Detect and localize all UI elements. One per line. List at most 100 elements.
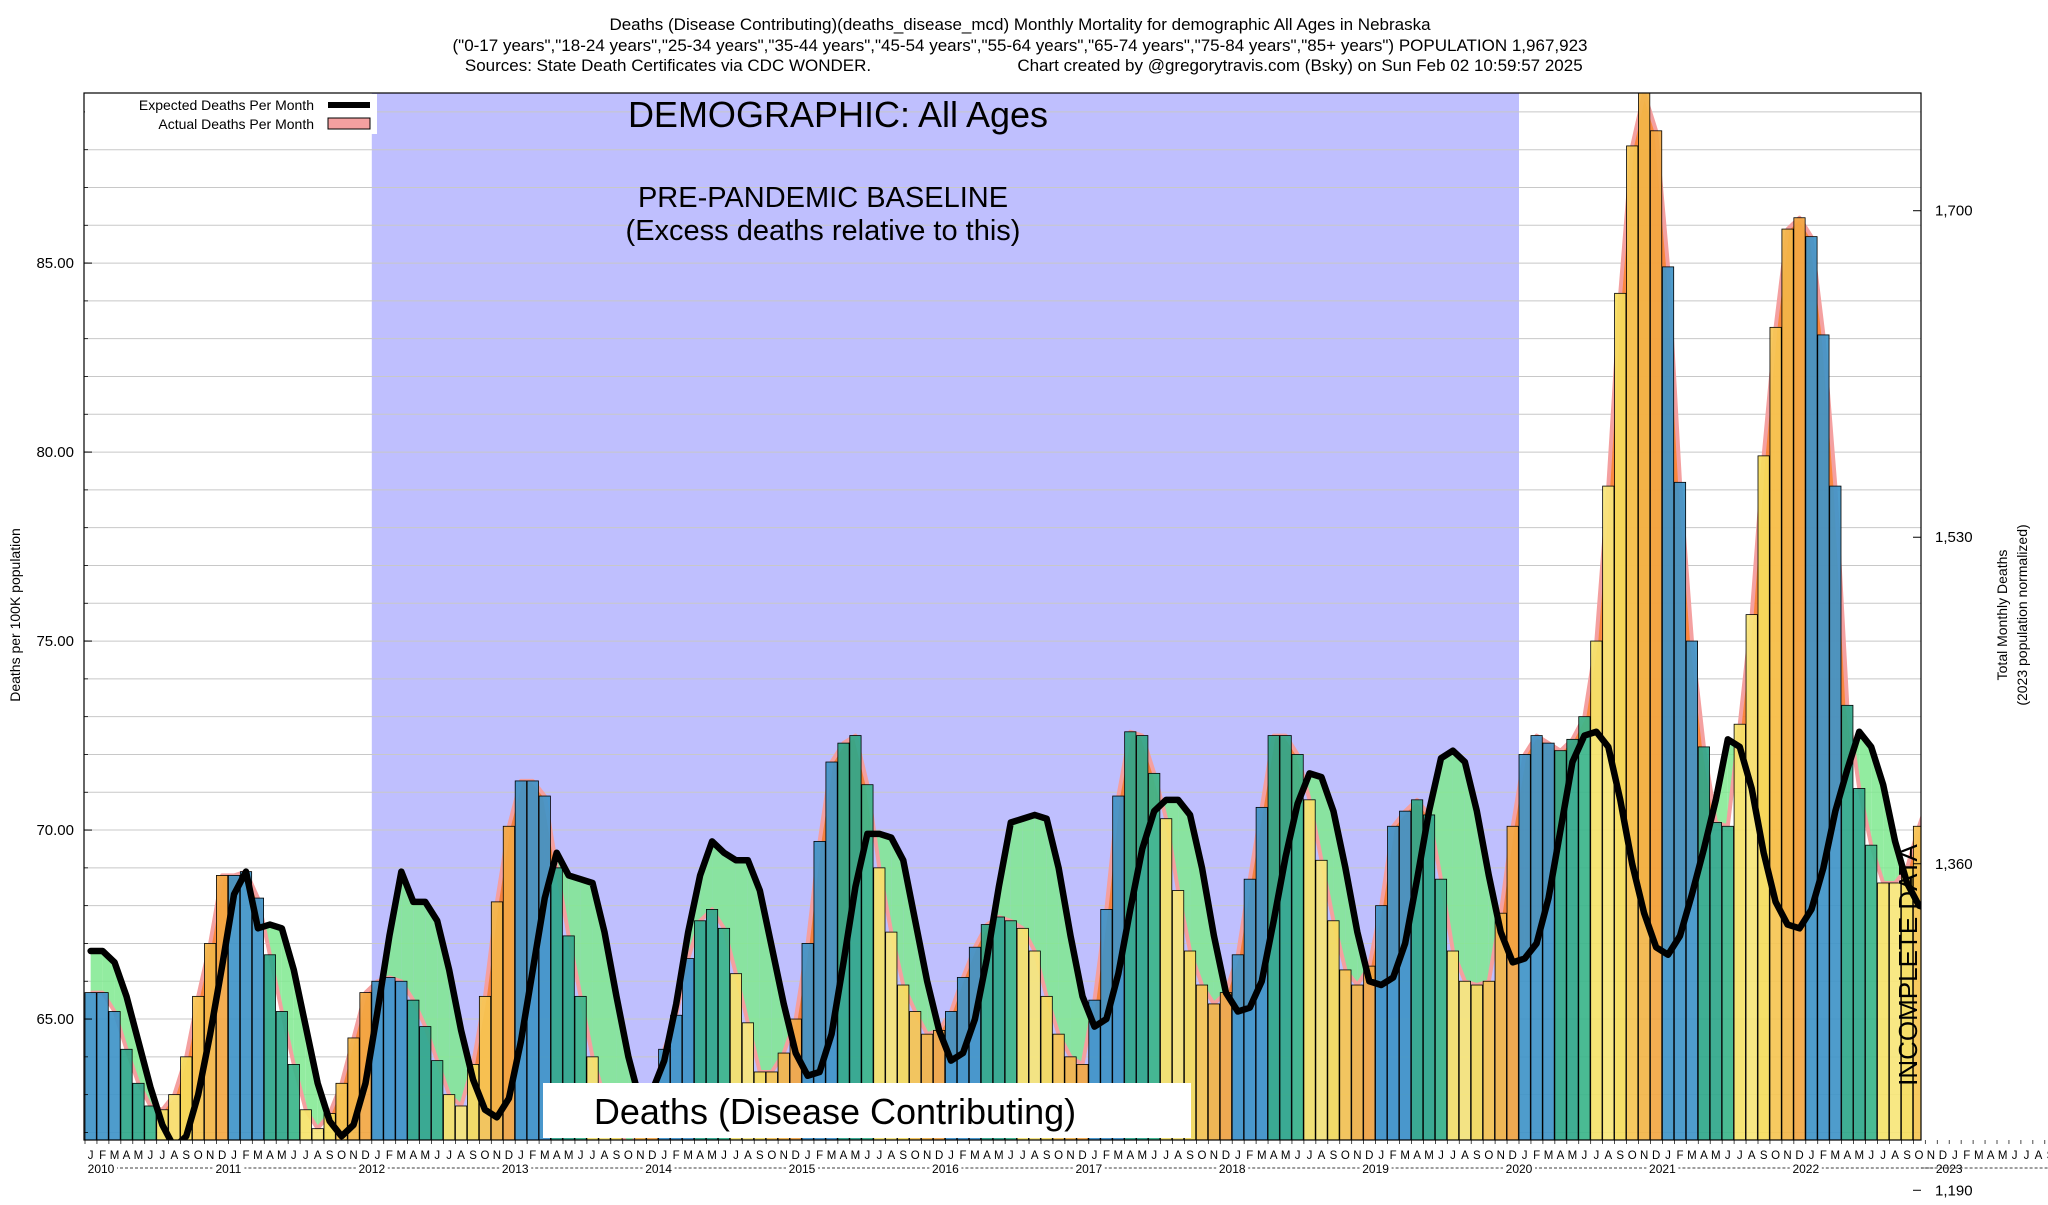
bar-2021-5 bbox=[1710, 822, 1721, 1140]
excess-fill bbox=[1931, 686, 1943, 909]
month-label: A bbox=[601, 1150, 609, 1162]
bar-2020-8 bbox=[1603, 486, 1614, 1140]
year-label: 2020 bbox=[1506, 1162, 1533, 1176]
excess-fill bbox=[1955, 588, 1967, 856]
month-label: A bbox=[983, 1150, 991, 1162]
month-label: F bbox=[816, 1150, 823, 1162]
legend-expected-label: Expected Deaths Per Month bbox=[139, 97, 314, 113]
chart-title-line2: ("0-17 years","18-24 years","25-34 years… bbox=[453, 36, 1588, 55]
month-label: J bbox=[1522, 1150, 1528, 1162]
bar-2010-2 bbox=[97, 993, 108, 1140]
month-label: M bbox=[1281, 1150, 1291, 1162]
bar-2019-3 bbox=[1400, 811, 1411, 1140]
year-label: 2014 bbox=[645, 1162, 672, 1176]
chart-credit: Chart created by @gregorytravis.com (Bsk… bbox=[1017, 56, 1582, 75]
month-label: J bbox=[1438, 1150, 1444, 1162]
month-label: J bbox=[291, 1150, 297, 1162]
baseline-label-line2: (Excess deaths relative to this) bbox=[626, 215, 1021, 247]
bar-2021-7 bbox=[1734, 724, 1745, 1140]
month-label: M bbox=[564, 1150, 574, 1162]
month-label: M bbox=[1544, 1150, 1554, 1162]
month-label: S bbox=[1903, 1150, 1911, 1162]
bar-2023-8 bbox=[2033, 739, 2044, 1140]
month-label: J bbox=[1235, 1150, 1241, 1162]
month-label: M bbox=[1257, 1150, 1267, 1162]
month-label: M bbox=[827, 1150, 837, 1162]
bar-2010-12 bbox=[216, 875, 227, 1140]
month-label: A bbox=[1987, 1150, 1995, 1162]
month-label: S bbox=[756, 1150, 764, 1162]
bar-2011-6 bbox=[288, 1064, 299, 1140]
month-label: O bbox=[337, 1150, 346, 1162]
month-label: N bbox=[1927, 1150, 1935, 1162]
year-label: 2016 bbox=[932, 1162, 959, 1176]
chart-title-line1: Deaths (Disease Contributing)(deaths_dis… bbox=[609, 15, 1431, 34]
month-label: J bbox=[1450, 1150, 1456, 1162]
month-label: M bbox=[994, 1150, 1004, 1162]
month-label: S bbox=[1616, 1150, 1624, 1162]
y-axis-title: Deaths per 100K population bbox=[7, 528, 23, 702]
deficit-fill bbox=[91, 951, 103, 993]
month-label: J bbox=[434, 1150, 440, 1162]
bar-2012-7 bbox=[444, 1095, 455, 1140]
y2-tick-label: 1,530 bbox=[1935, 529, 1973, 546]
bar-2011-7 bbox=[300, 1110, 311, 1140]
month-label: N bbox=[1640, 1150, 1648, 1162]
month-label: J bbox=[1737, 1150, 1743, 1162]
bar-2020-7 bbox=[1591, 641, 1602, 1140]
month-label: F bbox=[1103, 1150, 1110, 1162]
bar-2023-7 bbox=[2021, 698, 2032, 1140]
bar-2022-1 bbox=[1806, 237, 1817, 1140]
month-label: O bbox=[1341, 1150, 1350, 1162]
month-label: N bbox=[1497, 1150, 1505, 1162]
month-label: M bbox=[1831, 1150, 1841, 1162]
month-label: M bbox=[1568, 1150, 1578, 1162]
bar-2011-8 bbox=[312, 1129, 323, 1140]
year-label: 2017 bbox=[1075, 1162, 1102, 1176]
month-label: D bbox=[1795, 1150, 1803, 1162]
y-tick-label: 80.00 bbox=[36, 444, 74, 461]
bar-2015-5 bbox=[850, 736, 861, 1140]
month-label: A bbox=[1557, 1150, 1565, 1162]
bar-2020-3 bbox=[1543, 743, 1554, 1140]
bar-2012-10 bbox=[479, 996, 490, 1140]
month-label: N bbox=[1210, 1150, 1218, 1162]
month-label: J bbox=[721, 1150, 727, 1162]
bar-2017-12 bbox=[1220, 993, 1231, 1140]
legend-actual-swatch bbox=[328, 118, 370, 129]
month-label: M bbox=[707, 1150, 717, 1162]
month-label: J bbox=[375, 1150, 381, 1162]
bar-2020-10 bbox=[1627, 146, 1638, 1140]
month-label: M bbox=[540, 1150, 550, 1162]
month-label: M bbox=[420, 1150, 430, 1162]
bar-2019-12 bbox=[1507, 826, 1518, 1140]
bar-2019-7 bbox=[1447, 951, 1458, 1140]
bar-2023-6 bbox=[2009, 645, 2020, 1140]
month-label: M bbox=[277, 1150, 287, 1162]
bar-2021-1 bbox=[1662, 267, 1673, 1140]
bar-2012-2 bbox=[384, 977, 395, 1140]
bar-2022-7 bbox=[1878, 883, 1889, 1140]
bar-2018-10 bbox=[1340, 970, 1351, 1140]
month-label: N bbox=[923, 1150, 931, 1162]
month-label: A bbox=[1461, 1150, 1469, 1162]
month-label: A bbox=[1126, 1150, 1134, 1162]
month-label: A bbox=[1700, 1150, 1708, 1162]
month-label: M bbox=[134, 1150, 144, 1162]
demographic-label: DEMOGRAPHIC: All Ages bbox=[628, 94, 1048, 135]
bar-2012-11 bbox=[491, 902, 502, 1140]
month-label: J bbox=[518, 1150, 524, 1162]
month-label: M bbox=[683, 1150, 693, 1162]
month-label: A bbox=[1843, 1150, 1851, 1162]
month-label: N bbox=[493, 1150, 501, 1162]
bar-2019-1 bbox=[1376, 906, 1387, 1140]
month-label: O bbox=[194, 1150, 203, 1162]
month-label: M bbox=[1400, 1150, 1410, 1162]
bar-2022-12 bbox=[1937, 686, 1948, 1140]
deficit-fill bbox=[1453, 751, 1465, 982]
month-label: M bbox=[110, 1150, 120, 1162]
bar-2017-10 bbox=[1196, 985, 1207, 1140]
month-label: O bbox=[1198, 1150, 1207, 1162]
month-label: O bbox=[1484, 1150, 1493, 1162]
bar-2018-9 bbox=[1328, 921, 1339, 1140]
